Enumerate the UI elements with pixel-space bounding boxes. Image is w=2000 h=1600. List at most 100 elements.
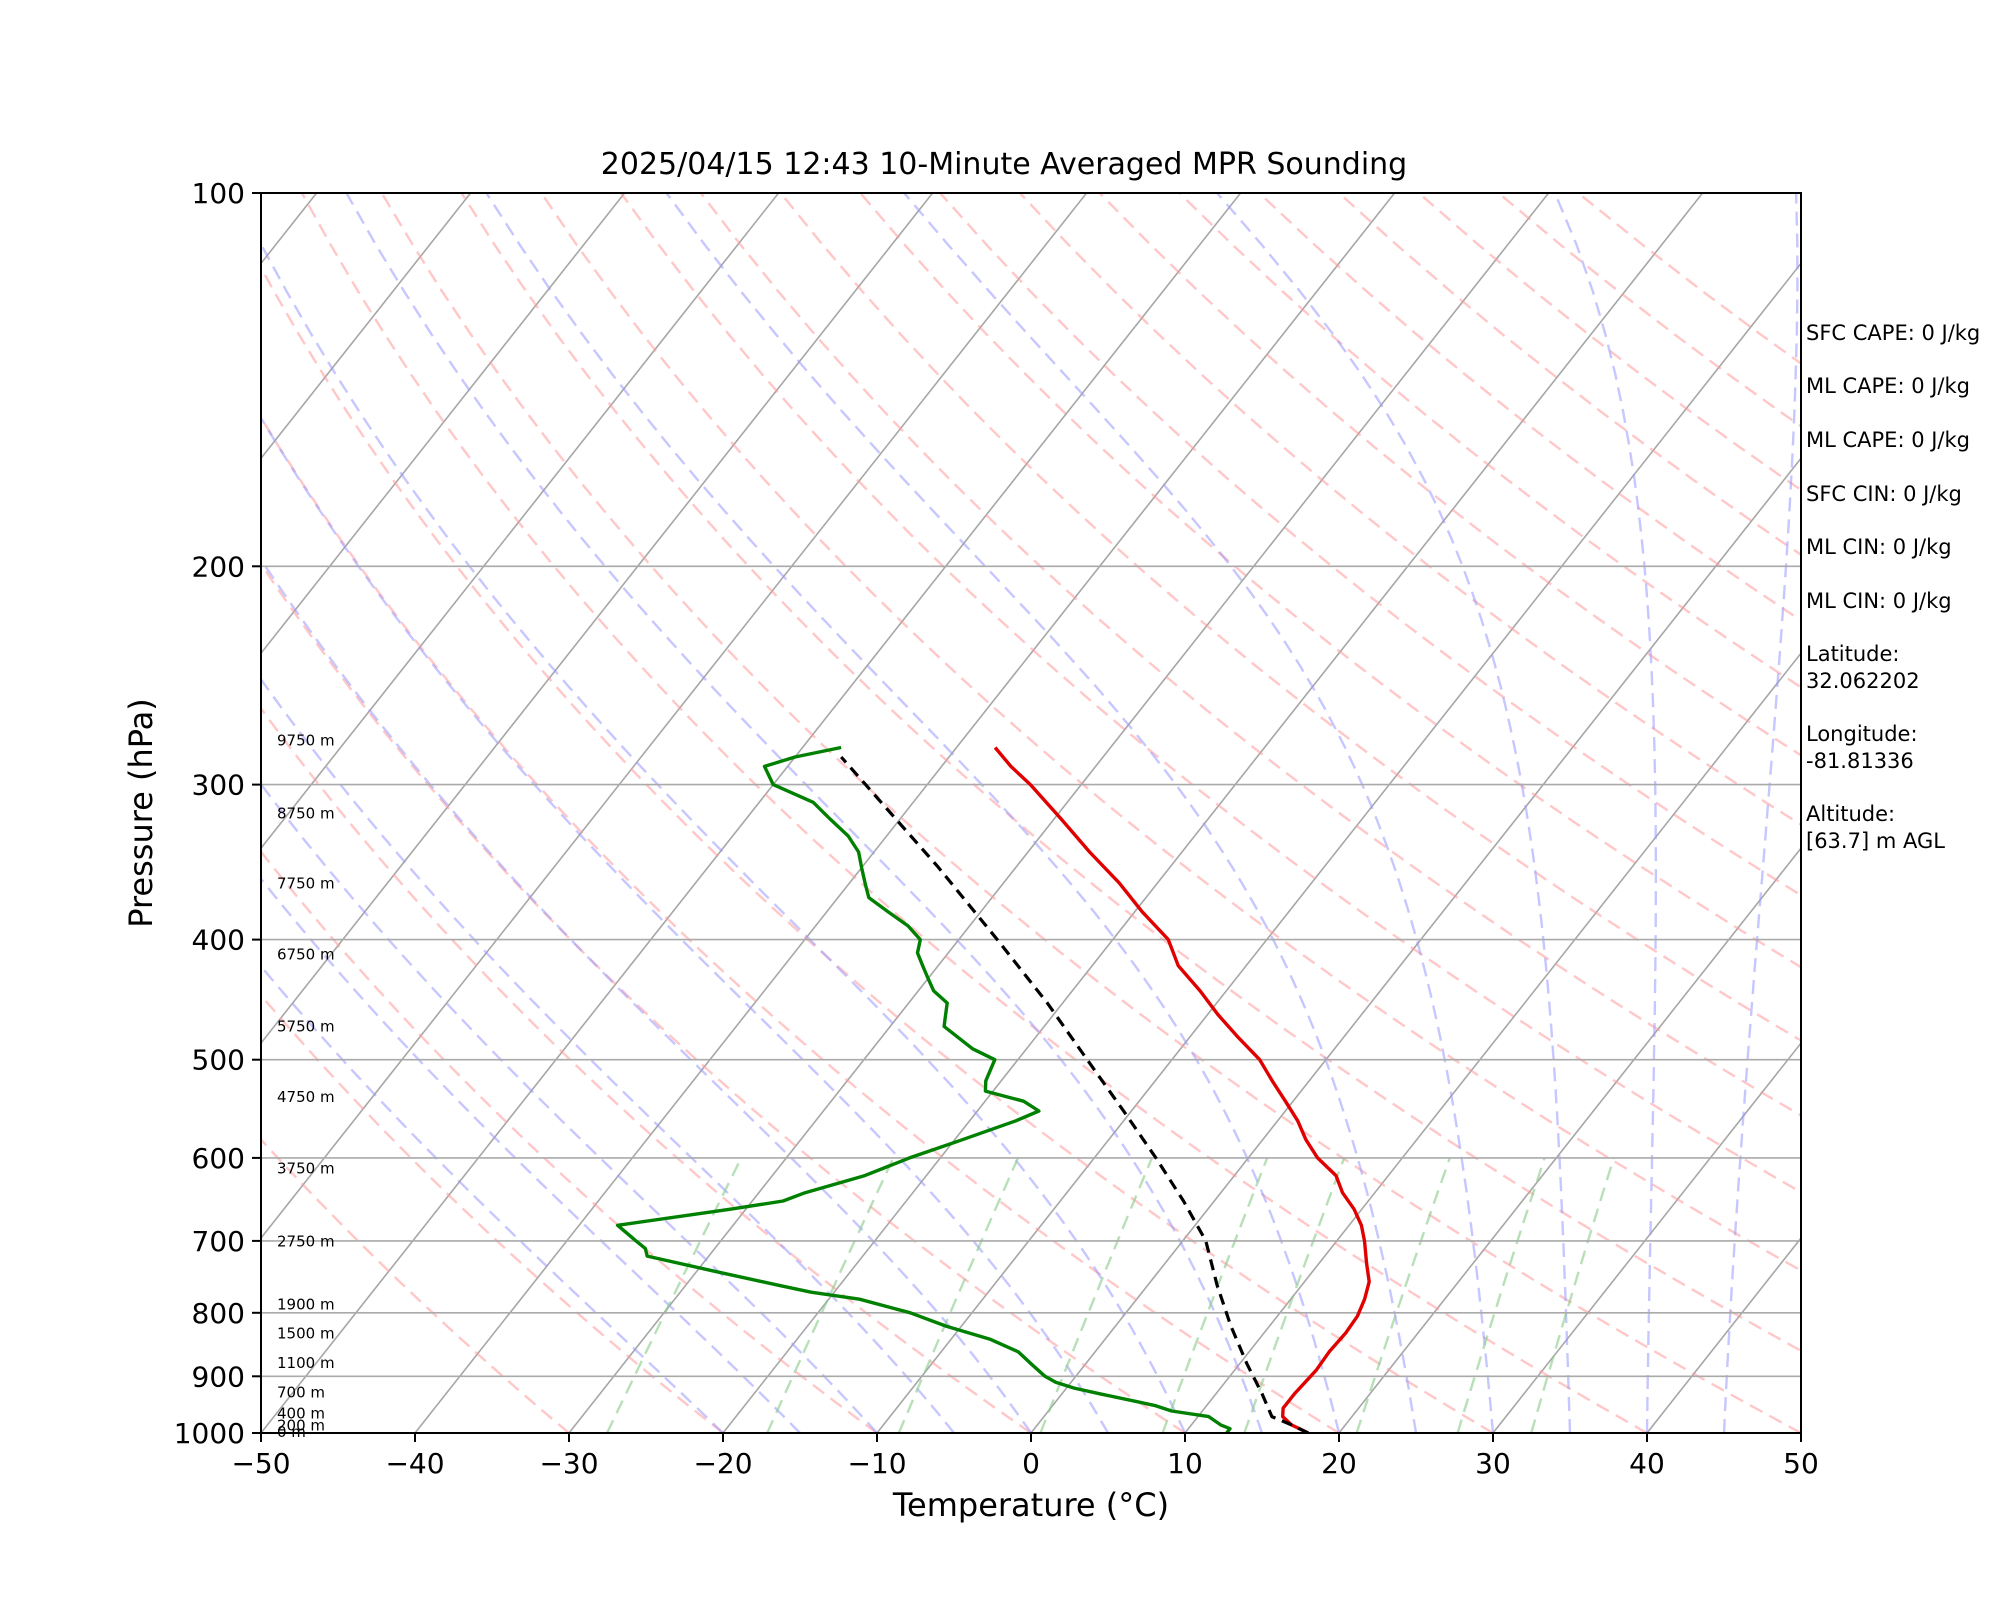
moist-adiabat-line [903, 193, 1495, 1433]
height-label: 700 m [277, 1383, 325, 1401]
y-tick-label: 500 [192, 1044, 245, 1077]
isotherm-line [1184, 651, 1801, 1433]
isotherm-line [261, 193, 1242, 1433]
dry-adiabat-line [261, 706, 1032, 1433]
sounding-annotation: Altitude: [63.7] m AGL [1806, 802, 1945, 853]
isotherm-line [876, 262, 1801, 1433]
mixing-ratio-line [1243, 1157, 1346, 1433]
sounding-annotation: SFC CIN: 0 J/kg [1806, 482, 1962, 506]
moist-adiabat-line [345, 193, 1264, 1433]
height-label: 2750 m [277, 1233, 335, 1251]
x-tick-label: 10 [1167, 1447, 1203, 1480]
mixing-ratio-line [1355, 1157, 1451, 1433]
x-tick-label: −30 [539, 1447, 598, 1480]
x-tick-label: 20 [1321, 1447, 1357, 1480]
x-tick-label: −10 [847, 1447, 906, 1480]
isotherm-line [1338, 846, 1801, 1433]
sounding-annotation: ML CIN: 0 J/kg [1806, 535, 1952, 559]
y-tick-label: 300 [192, 769, 245, 802]
mixing-ratio-line [605, 1157, 743, 1433]
temperature-line [993, 746, 1371, 1433]
sounding-annotation: Longitude: -81.81336 [1806, 722, 1918, 773]
isotherm-line [261, 193, 626, 655]
x-axis-label: Temperature (°C) [892, 1486, 1169, 1524]
x-tick-label: 30 [1475, 1447, 1511, 1480]
y-tick-label: 800 [192, 1297, 245, 1330]
sounding-annotation: ML CAPE: 0 J/kg [1806, 428, 1971, 452]
y-tick-label: 1000 [174, 1417, 245, 1450]
sounding-annotation: Latitude: 32.062202 [1806, 642, 1920, 693]
moist-adiabat-line [1216, 193, 1572, 1433]
dry-adiabat-line [261, 1137, 570, 1433]
x-tick-label: 50 [1783, 1447, 1819, 1480]
isotherm-line [0, 193, 9, 1433]
dry-adiabat-line [261, 993, 724, 1433]
height-label: 3750 m [277, 1160, 335, 1178]
height-label: 9750 m [277, 732, 335, 750]
isotherm-line [1030, 457, 1801, 1433]
x-tick-label: 0 [1022, 1447, 1040, 1480]
mixing-ratio-line [1530, 1157, 1615, 1433]
pressure-gridlines [261, 565, 1801, 1378]
isotherm-line [722, 193, 1704, 1433]
height-label: 1100 m [277, 1354, 335, 1372]
chart-title: 2025/04/15 12:43 10-Minute Averaged MPR … [601, 147, 1407, 182]
moist-adiabat-line [665, 193, 1418, 1433]
height-label: 6750 m [277, 946, 335, 964]
height-label: 1500 m [277, 1325, 335, 1343]
profile-lines [615, 745, 1371, 1433]
height-label: 400 m [277, 1404, 325, 1422]
x-tick-label: 40 [1629, 1447, 1665, 1480]
mixing-ratio-line [1456, 1157, 1546, 1433]
y-tick-label: 100 [192, 177, 245, 210]
isotherm-line [1492, 1041, 1801, 1433]
parcel-line [840, 755, 1309, 1433]
dry-adiabat-line [300, 193, 1648, 1433]
dry-adiabat-line [261, 561, 1186, 1433]
y-tick-label: 400 [192, 924, 245, 957]
y-tick-label: 900 [192, 1360, 245, 1393]
y-axis-label: Pressure (hPa) [122, 698, 160, 928]
isotherm-line [261, 193, 780, 850]
axis-ticks: −50 −40 −30 −20 −10 0 10 20 30 40 50 100 200 300 400 50… [174, 177, 1819, 1480]
isotherm-line [261, 193, 1088, 1240]
dry-adiabat-line [460, 193, 1801, 1353]
sounding-annotation: SFC CAPE: 0 J/kg [1806, 321, 1981, 345]
moist-adiabat-line [261, 241, 1187, 1433]
x-tick-label: −20 [693, 1447, 752, 1480]
dry-adiabat-line [261, 849, 878, 1433]
mixing-ratio-line [1161, 1157, 1269, 1433]
isotherm-line [568, 193, 1550, 1433]
x-tick-label: −50 [231, 1447, 290, 1480]
y-tick-label: 700 [192, 1225, 245, 1258]
height-label: 1900 m [277, 1295, 335, 1313]
moist-adiabat-line [485, 193, 1341, 1433]
height-label: 4750 m [277, 1088, 335, 1106]
background-lines [0, 193, 1801, 1433]
moist-adiabat-line [261, 782, 878, 1433]
dry-adiabat-line [261, 415, 1340, 1433]
isotherm-line [261, 193, 934, 1045]
dry-adiabat-line [380, 193, 1801, 1433]
sounding-annotation: ML CAPE: 0 J/kg [1806, 374, 1971, 398]
dewpoint-line [615, 745, 1232, 1433]
y-tick-label: 600 [192, 1142, 245, 1175]
isotherm-line [261, 193, 472, 460]
height-label: 7750 m [277, 874, 335, 892]
moist-adiabat-line [261, 677, 955, 1433]
moist-adiabat-line [261, 964, 724, 1433]
height-label: 0 m [277, 1423, 306, 1441]
height-label: 8750 m [277, 804, 335, 822]
isotherm-line [414, 193, 1396, 1433]
moist-adiabat-line [1722, 193, 1799, 1433]
sounding-annotation: ML CIN: 0 J/kg [1806, 589, 1952, 613]
moist-adiabat-line [261, 415, 1110, 1433]
height-label: 200 m [277, 1417, 325, 1435]
dry-adiabat-line [540, 193, 1801, 1272]
x-tick-label: −40 [385, 1447, 444, 1480]
dry-adiabat-line [1178, 193, 1801, 689]
dry-adiabat-line [261, 264, 1494, 1433]
moist-adiabat-line [261, 876, 801, 1433]
height-labels: 9750 m 8750 m 7750 m 6750 m 5750 m 4750 m 3750… [277, 732, 335, 1441]
